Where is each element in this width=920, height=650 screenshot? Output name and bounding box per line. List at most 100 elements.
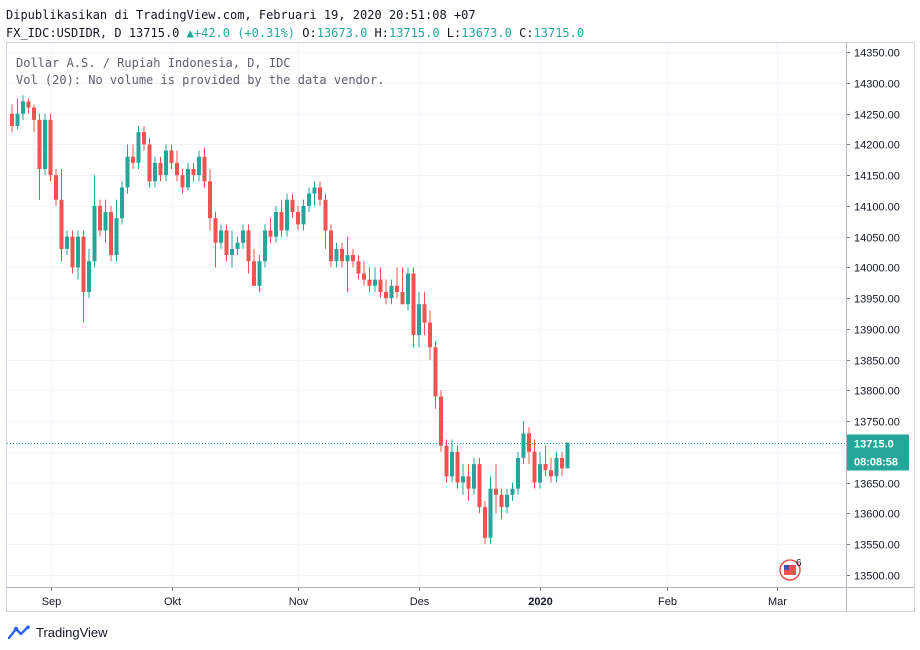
candle: [186, 169, 190, 188]
us-flag-icon: [784, 565, 789, 570]
candle: [439, 396, 443, 446]
overlays: 13715.0 08:08:58 6: [7, 434, 909, 581]
x-tick-label: Mar: [768, 596, 787, 608]
candle: [510, 488, 515, 495]
candle: [290, 199, 295, 213]
candle: [378, 279, 383, 292]
candle: [241, 230, 245, 243]
candle: [483, 507, 487, 538]
candle: [37, 119, 42, 170]
change-arrow-icon: ▲: [186, 26, 194, 40]
y-tick-label: 14150.00: [854, 171, 900, 183]
legend-volume: Vol (20): No volume is provided by the d…: [16, 73, 385, 87]
candle: [136, 132, 141, 163]
candle: [307, 193, 311, 206]
x-tick-label: Nov: [289, 596, 309, 608]
candle: [76, 236, 80, 268]
price-badge-label: 13715.0: [854, 439, 894, 451]
footer-brand[interactable]: TradingView: [8, 622, 108, 642]
brand-name: TradingView: [36, 624, 108, 640]
candle: [54, 175, 58, 200]
candle: [494, 488, 498, 495]
low-value: 13673.0: [461, 26, 512, 40]
y-tick-label: 13650.00: [854, 479, 900, 491]
candle: [219, 230, 223, 243]
chart-frame: [6, 42, 915, 612]
candle: [433, 347, 438, 397]
candle: [169, 150, 174, 163]
open-label: O:: [302, 26, 317, 40]
candle: [549, 470, 553, 477]
candle: [428, 322, 432, 348]
close-value: 13715.0: [533, 26, 585, 40]
candle: [543, 464, 548, 471]
grid: [7, 43, 846, 587]
candle: [466, 476, 471, 489]
y-tick-label: 13850.00: [854, 356, 900, 368]
legend-title: Dollar A.S. / Rupiah Indonesia, D, IDC: [16, 56, 291, 70]
candle: [21, 101, 25, 114]
low-label: L:: [446, 26, 462, 40]
candle: [208, 181, 212, 219]
candle: [158, 162, 163, 176]
candle: [565, 442, 570, 469]
candle: [15, 113, 20, 126]
time-badge-label: 08:08:58: [854, 457, 898, 469]
candle: [505, 494, 509, 508]
candle: [81, 236, 86, 292]
candle: [351, 255, 355, 262]
candle: [395, 285, 399, 292]
y-tick-label: 13750.00: [854, 417, 900, 429]
candle: [224, 230, 229, 256]
candle: [334, 248, 339, 262]
y-tick-label: 14300.00: [854, 79, 900, 91]
us-flag-icon: [784, 565, 796, 575]
y-tick-label: 13900.00: [854, 325, 900, 337]
chart-header: Dipublikasikan di TradingView.com, Febru…: [6, 6, 584, 42]
candle: [257, 261, 262, 286]
candle: [191, 169, 196, 176]
candles: [10, 95, 570, 544]
candle: [472, 464, 476, 489]
candle: [142, 132, 146, 145]
candle: [532, 451, 537, 483]
candle: [246, 230, 251, 262]
y-tick-label: 14350.00: [854, 48, 900, 60]
high-value: 13715.0: [388, 26, 440, 40]
chart-legend: Dollar A.S. / Rupiah Indonesia, D, IDC V…: [16, 55, 384, 89]
candle: [444, 445, 449, 477]
candle: [103, 212, 108, 231]
candle: [147, 144, 152, 182]
candle: [389, 285, 394, 299]
candle: [301, 205, 306, 225]
candle: [367, 279, 372, 286]
candle: [422, 304, 427, 323]
tradingview-logo-icon: [8, 625, 30, 639]
x-tick-label: 2020: [528, 596, 552, 608]
price-badge: [847, 434, 909, 453]
candle: [477, 464, 482, 508]
candle: [10, 113, 14, 126]
candle: [516, 457, 520, 489]
candle: [411, 273, 416, 335]
y-tick-label: 14050.00: [854, 233, 900, 245]
candle: [164, 150, 168, 176]
change-value: +42.0 (+0.31%): [193, 26, 296, 40]
candle: [252, 261, 256, 286]
candle: [461, 476, 465, 483]
candle: [70, 236, 75, 268]
candle: [114, 218, 119, 256]
candle: [202, 156, 207, 182]
candle: [235, 242, 240, 249]
candle: [43, 119, 47, 170]
candle: [92, 205, 97, 262]
candle: [400, 291, 405, 305]
candle: [26, 101, 31, 108]
candle: [180, 175, 185, 188]
candle: [125, 156, 130, 188]
candle: [263, 230, 267, 262]
y-tick-label: 14100.00: [854, 202, 900, 214]
candle: [230, 248, 234, 256]
high-label: H:: [374, 26, 389, 40]
